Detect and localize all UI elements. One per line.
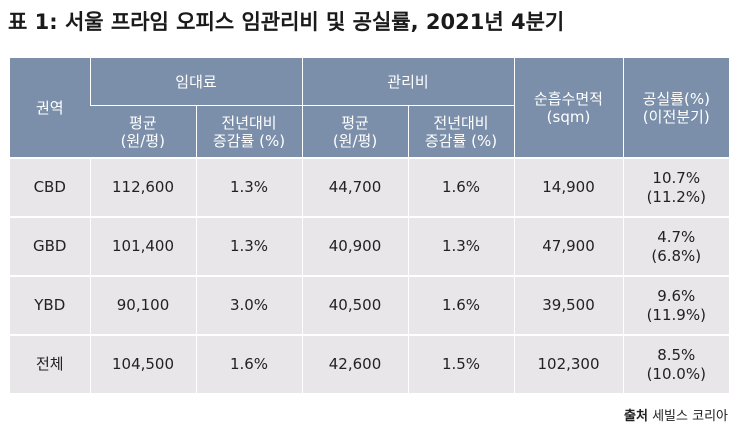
cell-mgmt-avg: 44,700 — [301, 157, 408, 217]
cell-absorption: 14,900 — [513, 157, 623, 217]
source-label: 출처 — [624, 409, 648, 424]
vacancy-current: 9.6% — [657, 286, 696, 305]
header-vacancy-l2: (이전분기) — [642, 107, 710, 126]
header-rent-yoy: 전년대비 증감률 (%) — [195, 105, 302, 158]
cell-mgmt-avg: 40,500 — [301, 275, 408, 335]
header-mgmt-avg-l2: (원/평) — [332, 131, 378, 150]
table-row: CBD 112,600 1.3% 44,700 1.6% 14,900 10.7… — [10, 157, 729, 217]
header-rent-avg-l1: 평균 — [128, 113, 157, 132]
cell-mgmt-yoy: 1.6% — [407, 275, 514, 335]
vacancy-previous: (11.2%) — [646, 187, 706, 206]
header-mgmt-avg-l1: 평균 — [341, 113, 369, 132]
cell-absorption: 39,500 — [513, 275, 623, 335]
cell-region: CBD — [10, 157, 90, 217]
vacancy-previous: (11.9%) — [646, 305, 706, 324]
cell-region: 전체 — [10, 334, 90, 393]
cell-region: GBD — [10, 216, 90, 276]
header-absorption-l1: 순흡수면적 — [533, 89, 603, 108]
header-vacancy-l1: 공실률(%) — [642, 89, 710, 108]
cell-absorption: 102,300 — [513, 334, 623, 393]
cell-mgmt-yoy: 1.6% — [407, 157, 514, 217]
cell-absorption: 47,900 — [513, 216, 623, 276]
cell-mgmt-yoy: 1.5% — [407, 334, 514, 393]
cell-vacancy: 8.5% (10.0%) — [622, 334, 729, 393]
header-rent-yoy-l1: 전년대비 — [221, 113, 277, 132]
source-note: 출처 세빌스 코리아 — [624, 405, 728, 424]
cell-rent-avg: 101,400 — [89, 216, 196, 276]
table-row: YBD 90,100 3.0% 40,500 1.6% 39,500 9.6% … — [10, 275, 729, 335]
header-region: 권역 — [10, 58, 90, 159]
table-title: 표 1: 서울 프라임 오피스 임관리비 및 공실률, 2021년 4분기 — [8, 10, 565, 34]
cell-rent-yoy: 1.3% — [195, 216, 302, 276]
header-rent-group: 임대료 — [89, 58, 302, 106]
header-rent-avg-l2: (원/평) — [120, 131, 165, 150]
cell-vacancy: 9.6% (11.9%) — [622, 275, 729, 335]
vacancy-current: 4.7% — [657, 227, 696, 246]
cell-rent-yoy: 1.6% — [195, 334, 302, 393]
header-mgmt-group: 관리비 — [301, 58, 514, 106]
cell-mgmt-yoy: 1.3% — [407, 216, 514, 276]
header-rent-yoy-l2: 증감률 (%) — [212, 131, 286, 150]
cell-rent-yoy: 1.3% — [195, 157, 302, 217]
vacancy-current: 8.5% — [657, 345, 696, 364]
office-rent-table: 권역 임대료 관리비 순흡수면적 (sqm) 공실률(%) (이전분기) 평균 … — [10, 58, 729, 393]
cell-rent-avg: 112,600 — [89, 157, 196, 217]
vacancy-current: 10.7% — [652, 168, 701, 187]
source-text: 세빌스 코리아 — [652, 409, 728, 424]
header-rent-avg: 평균 (원/평) — [90, 105, 196, 158]
header-mgmt-yoy-l2: 증감률 (%) — [424, 131, 498, 150]
cell-mgmt-avg: 42,600 — [301, 334, 408, 393]
header-absorption: 순흡수면적 (sqm) — [513, 58, 623, 159]
header-mgmt-yoy: 전년대비 증감률 (%) — [407, 105, 514, 158]
table-row: GBD 101,400 1.3% 40,900 1.3% 47,900 4.7%… — [10, 216, 729, 276]
vacancy-previous: (10.0%) — [646, 364, 706, 383]
cell-rent-avg: 104,500 — [89, 334, 196, 393]
cell-rent-yoy: 3.0% — [195, 275, 302, 335]
header-mgmt-avg: 평균 (원/평) — [301, 105, 408, 158]
cell-region: YBD — [10, 275, 90, 335]
header-vacancy: 공실률(%) (이전분기) — [622, 58, 729, 159]
cell-mgmt-avg: 40,900 — [301, 216, 408, 276]
vacancy-previous: (6.8%) — [651, 246, 702, 265]
table-row: 전체 104,500 1.6% 42,600 1.5% 102,300 8.5%… — [10, 334, 729, 393]
header-absorption-l2: (sqm) — [546, 107, 591, 126]
cell-vacancy: 10.7% (11.2%) — [622, 157, 729, 217]
cell-rent-avg: 90,100 — [89, 275, 196, 335]
cell-vacancy: 4.7% (6.8%) — [622, 216, 729, 276]
header-mgmt-yoy-l1: 전년대비 — [433, 113, 489, 132]
